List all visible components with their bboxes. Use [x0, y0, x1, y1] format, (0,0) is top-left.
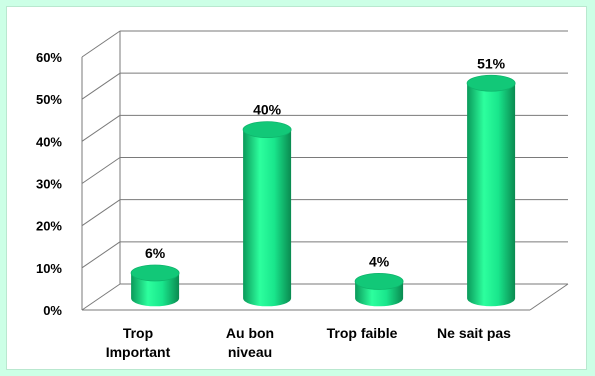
data-label: 40% — [253, 102, 282, 118]
bar-top — [242, 121, 292, 139]
bar-body — [243, 129, 292, 307]
y-tick-label: 0% — [43, 303, 62, 318]
category-label: Trop faible — [327, 325, 398, 341]
floor-right-edge — [529, 283, 569, 311]
y-tick-label: 60% — [36, 50, 62, 65]
bar — [130, 264, 180, 307]
data-label: 51% — [477, 55, 506, 71]
bar-body — [131, 273, 180, 307]
y-tick-label: 50% — [36, 92, 62, 107]
y-axis: 0% 10% 20% 30% 40% 50% 60% — [36, 50, 62, 318]
bar-top — [354, 273, 404, 290]
bar-top — [466, 74, 516, 92]
y-tick-label: 20% — [36, 219, 62, 234]
bar-body — [467, 83, 516, 307]
bars — [130, 74, 516, 307]
category-label: Trop Important — [106, 325, 171, 360]
y-tick-label: 40% — [36, 134, 62, 149]
bar-top — [130, 264, 180, 282]
y-tick-label: 10% — [36, 261, 62, 276]
category-label: Au bon niveau — [226, 325, 274, 360]
category-label: Ne sait pas — [437, 325, 511, 341]
bar — [466, 74, 516, 307]
bar — [242, 121, 292, 307]
gridline — [81, 72, 568, 100]
category-labels: Trop Important Au bon niveau Trop faible Ne s… — [106, 325, 511, 360]
y-tick-label: 30% — [36, 177, 62, 192]
gridline — [81, 30, 568, 58]
data-label: 6% — [145, 245, 166, 261]
data-labels: 6% 40% 4% 51% — [145, 55, 506, 269]
data-label: 4% — [369, 253, 390, 269]
bar — [354, 273, 404, 307]
